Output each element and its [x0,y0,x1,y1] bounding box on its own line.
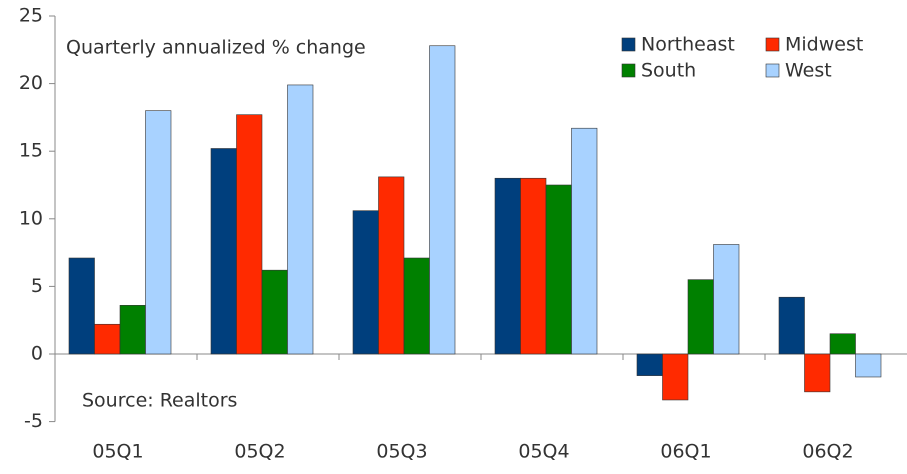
legend-label: West [785,60,832,82]
bar [855,353,882,378]
bar [119,305,146,355]
x-tick-label: 06Q1 [660,441,711,463]
bar [210,148,237,355]
bar [778,296,805,355]
x-tick-label: 05Q3 [376,441,427,463]
y-tick-label: 20 [19,72,43,94]
bar [545,184,572,355]
legend-label: Northeast [641,34,735,56]
x-tick-label: 06Q2 [802,441,853,463]
bar [804,353,831,393]
bar [261,269,288,355]
legend-swatch [621,37,636,52]
y-tick-label: -5 [24,410,43,432]
bar [94,323,121,355]
y-tick-label: 0 [31,343,43,365]
legend-label: South [641,60,696,82]
bar [236,114,263,355]
legend-swatch [765,37,780,52]
bar [520,177,547,355]
x-tick-label: 05Q2 [234,441,285,463]
bar [662,353,689,401]
bar [829,333,856,355]
bar [287,84,314,355]
bar [68,257,95,355]
x-tick-label: 05Q4 [518,441,569,463]
bar [403,257,430,355]
bar [352,210,379,355]
annotation: Source: Realtors [82,390,237,412]
legend-swatch [621,63,636,78]
bar [636,353,663,376]
legend-label: Midwest [785,34,863,56]
annotation: Quarterly annualized % change [66,37,366,59]
y-tick-label: 5 [31,275,43,297]
y-tick-label: 15 [19,140,43,162]
bar [378,176,405,355]
bar [713,244,740,355]
bar [571,127,598,355]
bar [687,279,714,355]
legend-swatch [765,63,780,78]
bar [429,45,456,355]
bar [494,177,521,355]
y-tick-label: 25 [19,5,43,27]
y-tick-label: 10 [19,207,43,229]
bar [145,110,172,355]
x-tick-label: 05Q1 [92,441,143,463]
